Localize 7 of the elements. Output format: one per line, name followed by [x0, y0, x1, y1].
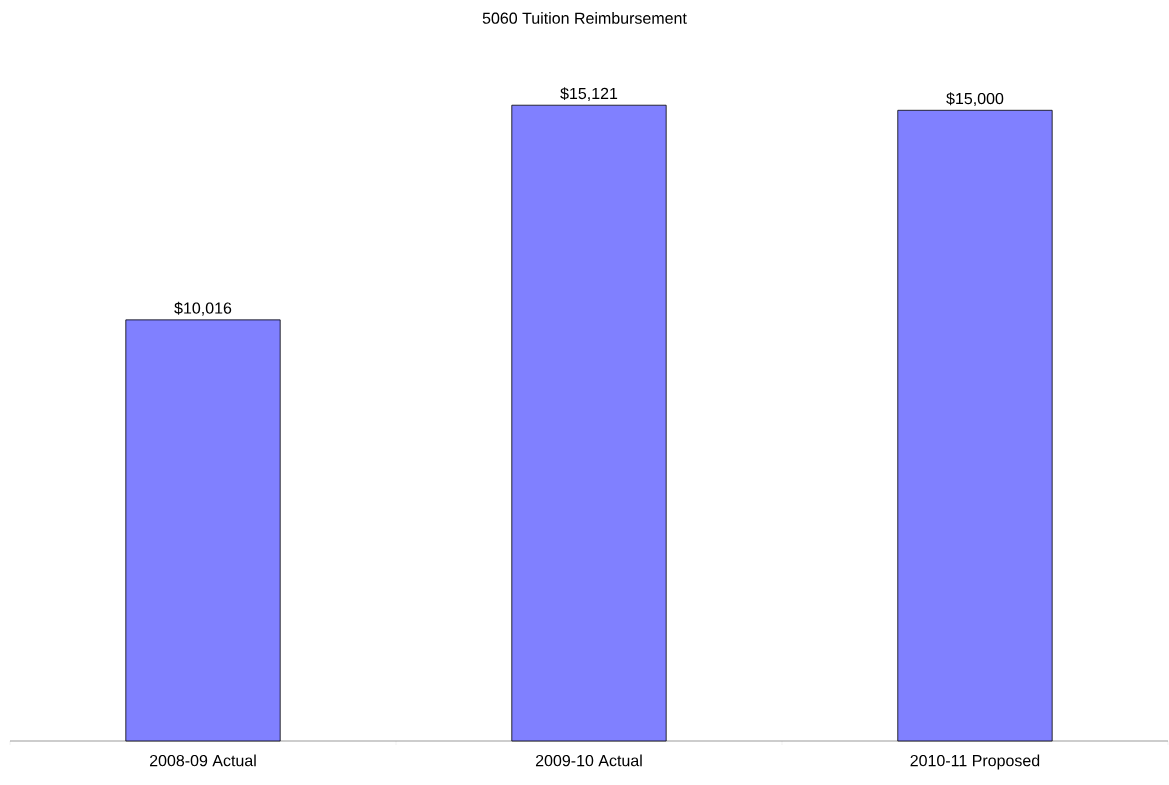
- x-tick-label: 2008-09 Actual: [149, 754, 256, 767]
- x-tick-label: 2010-11 Proposed: [910, 754, 1040, 770]
- data-label: $15,121: [560, 87, 618, 102]
- x-tick-label: 2009-10 Actual: [535, 754, 642, 767]
- chart-title: 5060 Tuition Reimbursement: [482, 12, 687, 24]
- data-label: $15,000: [946, 92, 1004, 107]
- data-label: $10,016: [174, 301, 232, 316]
